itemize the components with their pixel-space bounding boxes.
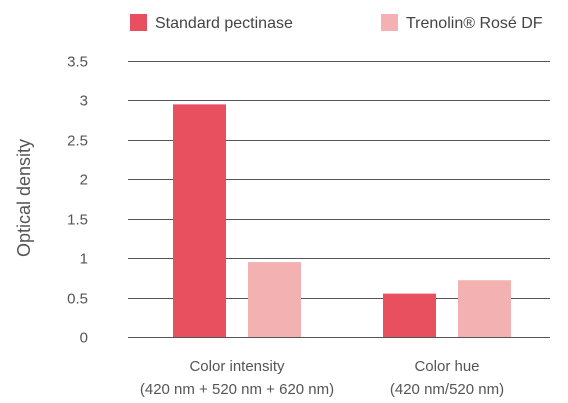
legend: Standard pectinase Trenolin® Rosé DF [130, 14, 543, 32]
y-tick-label: 0 [80, 330, 88, 347]
x-tick-label-line1: Color intensity [189, 358, 285, 375]
x-tick-label-line1: Color hue [414, 358, 479, 375]
legend-label-standard-pectinase: Standard pectinase [155, 15, 293, 32]
y-tick-label: 3 [80, 93, 88, 110]
legend-item-standard-pectinase: Standard pectinase [130, 14, 293, 32]
bar-standard-pectinase-color-intensity [173, 104, 226, 337]
y-tick-label: 1 [80, 251, 88, 268]
y-tick-label: 2 [80, 172, 88, 189]
bar-trenolin-rose-df-color-intensity [248, 262, 301, 337]
legend-swatch-standard-pectinase [130, 14, 147, 31]
legend-swatch-trenolin-rose-df [381, 14, 398, 31]
x-tick-labels: Color intensity (420 nm + 520 nm + 620 nm… [140, 358, 504, 398]
bar-standard-pectinase-color-hue [383, 293, 436, 337]
y-axis-title: Optical density [14, 139, 34, 257]
x-tick-label-line2: (420 nm + 520 nm + 620 nm) [140, 381, 334, 398]
y-tick-label: 2.5 [67, 133, 88, 150]
x-tick-label-line2: (420 nm/520 nm) [390, 381, 504, 398]
legend-item-trenolin-rose-df: Trenolin® Rosé DF [381, 14, 543, 32]
legend-label-trenolin-rose-df: Trenolin® Rosé DF [406, 15, 543, 32]
y-tick-label: 1.5 [67, 212, 88, 229]
bars [173, 104, 511, 337]
y-tick-label: 0.5 [67, 291, 88, 308]
y-tick-label: 3.5 [67, 54, 88, 71]
y-tick-labels: 0 0.5 1 1.5 2 2.5 3 3.5 [67, 54, 88, 347]
bar-trenolin-rose-df-color-hue [458, 280, 511, 337]
